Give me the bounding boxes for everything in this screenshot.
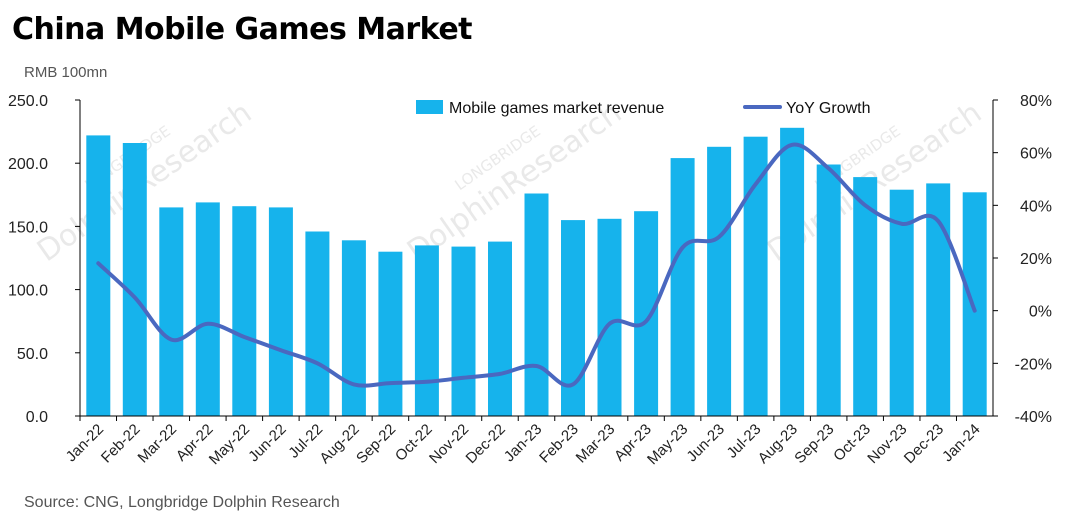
x-tick-label: Sep-22: [353, 421, 399, 467]
x-tick-label: Mar-22: [135, 421, 181, 467]
bar: [159, 207, 184, 416]
bar: [268, 207, 293, 416]
legend-line-label: YoY Growth: [786, 100, 871, 117]
bar: [232, 206, 257, 416]
x-tick-label: Feb-23: [536, 421, 582, 467]
left-tick-label: 0.0: [26, 409, 48, 426]
right-tick-label: -40%: [1015, 409, 1052, 426]
chart-title: China Mobile Games Market: [12, 12, 473, 47]
left-tick-label: 250.0: [8, 93, 48, 110]
x-tick-label: Dec-22: [463, 421, 509, 467]
x-tick-label: Jun-23: [683, 421, 727, 465]
left-tick-label: 150.0: [8, 219, 48, 236]
left-tick-label: 200.0: [8, 156, 48, 173]
right-tick-label: 0%: [1029, 304, 1052, 321]
left-tick-label: 50.0: [17, 346, 48, 363]
x-tick-label: Dec-23: [901, 421, 947, 467]
x-tick-label: Sep-23: [791, 421, 837, 467]
bar: [889, 189, 914, 416]
bar: [414, 245, 439, 416]
bar: [853, 177, 878, 416]
right-tick-label: 40%: [1020, 198, 1052, 215]
x-tick-label: May-22: [206, 421, 253, 468]
bar: [86, 135, 111, 416]
bar: [743, 136, 768, 416]
bar: [707, 146, 732, 417]
legend: Mobile games market revenue YoY Growth: [416, 100, 871, 117]
x-tick-label: Jun-22: [245, 421, 289, 465]
source-note: Source: CNG, Longbridge Dolphin Research: [24, 494, 340, 511]
x-tick-label: Jan-22: [63, 421, 107, 465]
x-tick-label: Aug-23: [755, 421, 801, 467]
bar: [341, 240, 366, 416]
x-tick-label: Aug-22: [317, 421, 363, 467]
right-tick-label: 60%: [1020, 146, 1052, 163]
legend-bar-swatch: [416, 100, 443, 114]
right-tick-label: -20%: [1015, 356, 1052, 373]
right-tick-label: 80%: [1020, 93, 1052, 110]
unit-label: RMB 100mn: [24, 64, 108, 81]
x-tick-label: Nov-22: [426, 421, 472, 467]
x-tick-label: Mar-23: [573, 421, 619, 467]
x-tick-label: Jan-23: [501, 421, 545, 465]
bar: [634, 211, 659, 416]
bar: [305, 231, 330, 416]
x-tick-label: May-23: [644, 421, 691, 468]
bar: [122, 143, 147, 416]
bar: [378, 251, 403, 416]
x-tick-label: Jan-24: [939, 421, 983, 465]
watermark-text: DolphinResearch: [401, 95, 628, 269]
bar: [488, 241, 512, 416]
bar: [670, 158, 695, 416]
bar: [816, 164, 841, 416]
bar: [597, 218, 622, 416]
left-tick-label: 100.0: [8, 283, 48, 300]
bar: [780, 127, 805, 417]
right-tick-label: 20%: [1020, 251, 1052, 268]
bar: [524, 193, 549, 416]
bar: [195, 202, 220, 416]
line-series: [96, 142, 977, 388]
legend-bar-label: Mobile games market revenue: [449, 100, 664, 117]
bar: [451, 246, 476, 416]
bar: [962, 192, 987, 416]
x-tick-label: Nov-23: [864, 421, 910, 467]
x-tick-label: Feb-22: [98, 421, 144, 467]
